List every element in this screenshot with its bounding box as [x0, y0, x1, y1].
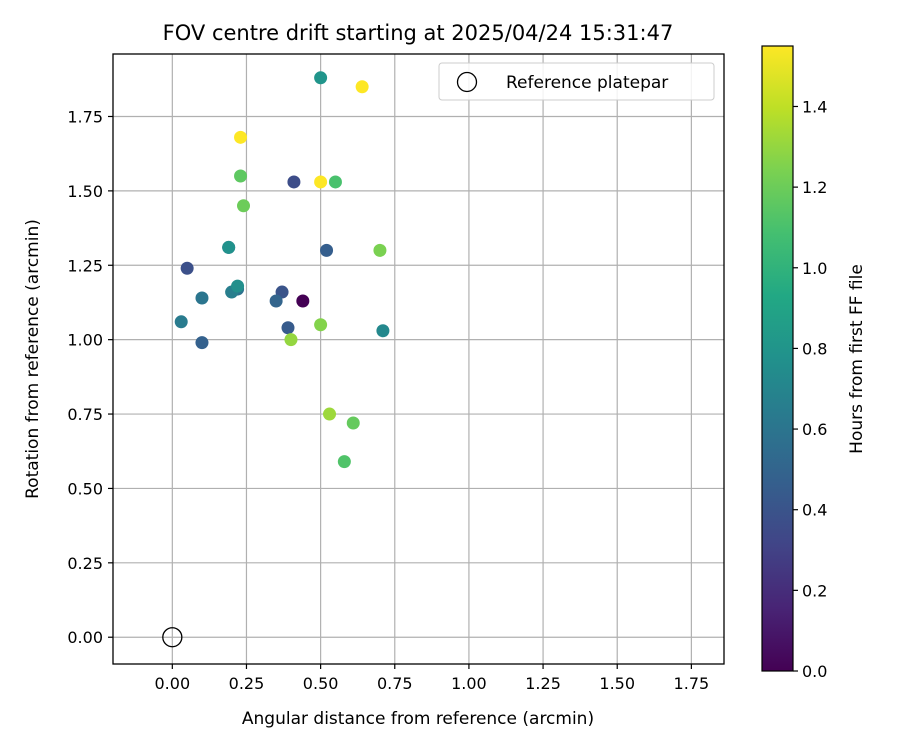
data-point	[323, 407, 337, 421]
x-tick-label: 1.50	[599, 674, 635, 693]
data-point	[180, 261, 194, 275]
x-tick-label: 1.00	[451, 674, 487, 693]
data-point	[376, 324, 390, 338]
data-point	[373, 243, 387, 257]
data-point	[337, 455, 351, 469]
colorbar-tick-label: 1.0	[802, 259, 827, 278]
data-point	[195, 336, 209, 350]
data-point	[281, 321, 295, 335]
data-point	[195, 291, 209, 305]
y-tick-label: 0.25	[67, 554, 103, 573]
x-tick-label: 1.75	[674, 674, 710, 693]
data-point	[222, 240, 236, 254]
x-tick-label: 0.00	[155, 674, 191, 693]
data-point	[328, 175, 342, 189]
x-tick-label: 1.25	[525, 674, 561, 693]
colorbar-tick-label: 0.4	[802, 501, 827, 520]
colorbar-tick-label: 0.0	[802, 662, 827, 681]
colorbar-ticks: 0.0 0.2 0.4 0.6 0.8 1.0 1.2 1.4	[793, 97, 827, 681]
y-tick-label: 1.00	[67, 331, 103, 350]
plot-frame	[112, 53, 725, 665]
data-point	[314, 318, 328, 332]
x-tick-label: 0.50	[303, 674, 339, 693]
data-point	[174, 315, 188, 329]
y-tick-label: 1.50	[67, 182, 103, 201]
data-point	[237, 199, 251, 213]
y-tick-label: 0.00	[67, 628, 103, 647]
colorbar-tick-label: 0.2	[802, 581, 827, 600]
grid-layer	[113, 54, 724, 664]
data-point	[234, 130, 248, 144]
y-tick-label: 0.50	[67, 479, 103, 498]
data-point	[269, 294, 283, 308]
legend-box	[438, 62, 715, 101]
y-tick-label: 1.25	[67, 256, 103, 275]
colorbar-label: Hours from first FF file	[847, 264, 867, 454]
data-point	[234, 169, 248, 183]
axis-layer: 0.00 0.25 0.50 0.75 1.00 1.25 1.50 1.75 0.00 0.25…	[67, 107, 709, 693]
data-point	[296, 294, 310, 308]
data-point	[314, 175, 328, 189]
data-point	[346, 416, 360, 430]
colorbar-tick-label: 1.4	[802, 97, 827, 116]
data-point	[320, 243, 334, 257]
x-axis-label: Angular distance from reference (arcmin)	[242, 709, 594, 729]
data-point	[231, 279, 245, 293]
data-point	[284, 333, 298, 347]
colorbar-tick-label: 0.8	[802, 339, 827, 358]
reference-platepar-point	[162, 627, 183, 648]
y-axis-label: Rotation from reference (arcmin)	[23, 219, 43, 499]
x-tick-label: 0.75	[377, 674, 413, 693]
colorbar-gradient	[761, 45, 794, 672]
x-tick-label: 0.25	[229, 674, 265, 693]
chart-title: FOV centre drift starting at 2025/04/24 …	[163, 21, 674, 45]
colorbar-tick-label: 0.6	[802, 420, 827, 439]
legend-marker-open-circle	[456, 71, 478, 93]
data-point	[287, 175, 301, 189]
points-layer	[162, 71, 390, 648]
y-tick-label: 0.75	[67, 405, 103, 424]
legend: Reference platepar	[438, 62, 715, 101]
data-point	[355, 80, 369, 94]
colorbar-tick-label: 1.2	[802, 178, 827, 197]
data-point	[314, 71, 328, 85]
colorbar: 0.0 0.2 0.4 0.6 0.8 1.0 1.2 1.4 Hours from firs…	[761, 45, 867, 681]
y-tick-label: 1.75	[67, 107, 103, 126]
legend-label: Reference platepar	[506, 73, 668, 93]
